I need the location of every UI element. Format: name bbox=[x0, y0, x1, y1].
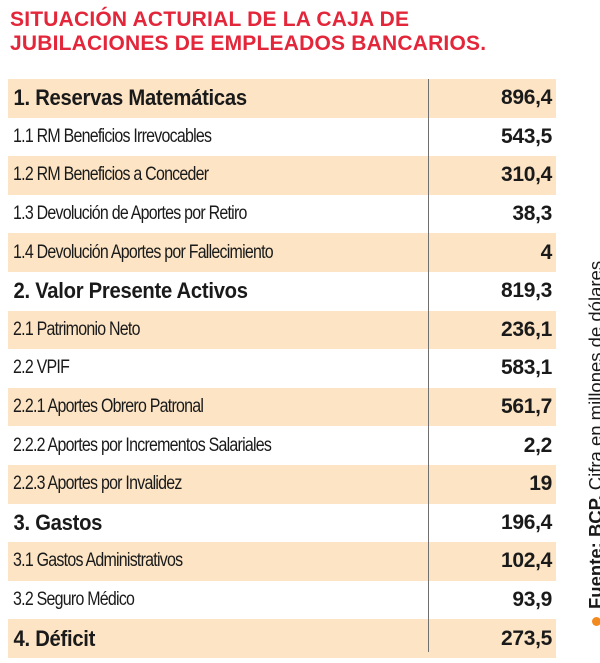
row-label: 2.2.1 Aportes Obrero Patronal bbox=[13, 396, 204, 418]
row-label: 3.1 Gastos Administrativos bbox=[13, 550, 183, 572]
table-title: SITUACIÓN ACTURIAL DE LA CAJA DE JUBILAC… bbox=[10, 8, 570, 56]
table-section-row: 3. Gastos 196,4 bbox=[8, 504, 556, 543]
table-row: 3.2 Seguro Médico 93,9 bbox=[8, 581, 556, 620]
row-value: 102,4 bbox=[500, 549, 552, 573]
table-row: 2.1 Patrimonio Neto 236,1 bbox=[8, 310, 556, 350]
row-value: 310,4 bbox=[500, 163, 552, 187]
row-value: 4 bbox=[540, 240, 553, 264]
row-value: 543,5 bbox=[500, 124, 552, 148]
row-value: 583,1 bbox=[500, 356, 552, 380]
row-label: 1.3 Devolución de Aportes por Retiro bbox=[13, 203, 247, 225]
row-label: 2.2.3 Aportes por Invalidez bbox=[13, 473, 182, 495]
row-value: 2,2 bbox=[523, 433, 553, 457]
row-value: 819,3 bbox=[500, 279, 552, 303]
column-divider bbox=[428, 79, 429, 652]
table-section-row: 2. Valor Presente Activos 819,3 bbox=[8, 272, 556, 311]
actuarial-table: 1. Reservas Matemáticas 896,4 1.1 RM Benef… bbox=[8, 79, 556, 658]
table-row: 2.2.2 Aportes por Incrementos Salariales… bbox=[8, 426, 556, 465]
title-line-1: SITUACIÓN ACTURIAL DE LA CAJA DE bbox=[10, 8, 410, 31]
row-label: 1.1 RM Beneficios Irrevocables bbox=[13, 125, 212, 147]
row-label: 1.4 Devolución Aportes por Fallecimiento bbox=[13, 241, 274, 263]
row-label: 2.2.2 Aportes por Incrementos Salariales bbox=[13, 434, 272, 456]
row-value: 93,9 bbox=[512, 588, 552, 612]
source-note: Fuente: BCP. Cifra en millones de dólare… bbox=[585, 256, 600, 626]
row-value: 236,1 bbox=[500, 317, 552, 341]
table-row: 1.1 RM Beneficios Irrevocables 543,5 bbox=[8, 118, 556, 157]
source-units-note: Cifra en millones de dólares. bbox=[585, 255, 600, 491]
table-section-row: 1. Reservas Matemáticas 896,4 bbox=[8, 79, 556, 118]
row-label: 4. Déficit bbox=[13, 625, 96, 651]
row-label: 2.2 VPIF bbox=[13, 357, 70, 379]
row-label: 2.1 Patrimonio Neto bbox=[13, 318, 140, 340]
table-row: 2.2 VPIF 583,1 bbox=[8, 349, 556, 388]
row-value: 273,5 bbox=[500, 626, 552, 650]
title-line-2: JUBILACIONES DE EMPLEADOS BANCARIOS. bbox=[10, 32, 487, 55]
row-label: 1.2 RM Beneficios a Conceder bbox=[13, 164, 209, 186]
row-label: 3.2 Seguro Médico bbox=[13, 589, 135, 611]
table-row: 1.2 RM Beneficios a Conceder 310,4 bbox=[8, 156, 556, 195]
table-section-row: 4. Déficit 273,5 bbox=[8, 619, 556, 658]
row-label: 1. Reservas Matemáticas bbox=[13, 85, 248, 111]
table-row: 3.1 Gastos Administrativos 102,4 bbox=[8, 542, 556, 581]
row-value: 19 bbox=[529, 472, 552, 496]
row-label: 3. Gastos bbox=[13, 509, 103, 535]
table-row: 1.3 Devolución de Aportes por Retiro 38,3 bbox=[8, 195, 556, 234]
row-value: 561,7 bbox=[500, 395, 552, 419]
row-value: 38,3 bbox=[512, 202, 552, 226]
table-row: 1.4 Devolución Aportes por Fallecimiento… bbox=[8, 233, 556, 272]
table-row: 2.2.1 Aportes Obrero Patronal 561,7 bbox=[8, 387, 556, 427]
row-value: 896,4 bbox=[500, 86, 552, 110]
row-label: 2. Valor Presente Activos bbox=[13, 278, 249, 304]
table-row: 2.2.3 Aportes por Invalidez 19 bbox=[8, 464, 556, 504]
bullet-icon bbox=[591, 617, 600, 626]
source-label: Fuente: BCP. bbox=[585, 495, 600, 609]
row-value: 196,4 bbox=[500, 510, 552, 534]
